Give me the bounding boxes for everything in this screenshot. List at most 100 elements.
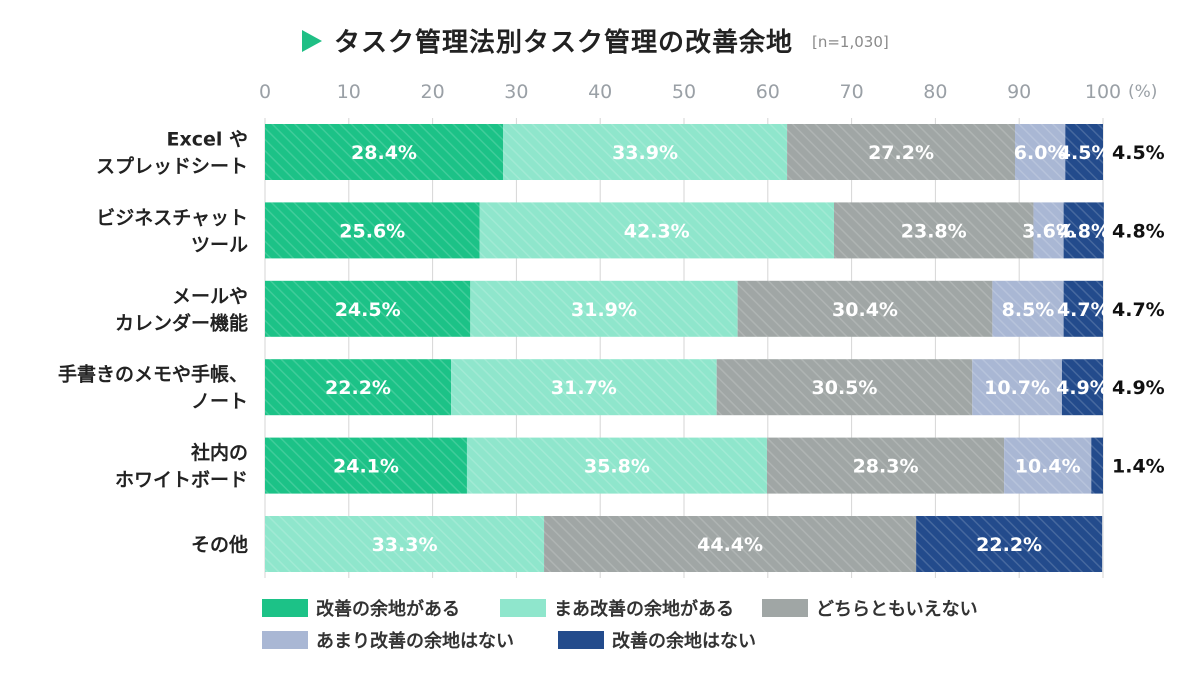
data-label: 28.3%: [853, 456, 919, 478]
bar-segment-hatch: [972, 359, 1062, 416]
x-tick-label: 0: [259, 81, 271, 103]
bar-segment-hatch: [787, 124, 1016, 180]
data-label: 8.5%: [1002, 299, 1055, 321]
category-label: 手書きのメモや手帳、: [58, 363, 248, 386]
data-label: 22.2%: [976, 534, 1042, 556]
x-unit-label: (%): [1128, 82, 1157, 102]
legend-item: あまり改善の余地はない: [262, 628, 514, 652]
bar-segment-hatch: [992, 280, 1064, 337]
x-tick-label: 60: [756, 81, 780, 103]
x-tick-label: 40: [588, 81, 612, 103]
bar-segment-hatch: [1004, 437, 1092, 494]
legend-swatch: [262, 599, 308, 617]
outside-data-label: 4.8%: [1112, 220, 1165, 242]
legend-swatch: [262, 631, 308, 649]
x-tick-label: 100: [1085, 81, 1121, 103]
bar-segment-hatch: [916, 516, 1103, 572]
bar-segment-hatch: [1033, 202, 1064, 259]
legend-swatch: [762, 599, 808, 617]
bar-segment-hatch: [502, 124, 788, 180]
category-label: ノート: [191, 391, 248, 413]
data-label: 4.7%: [1057, 299, 1110, 321]
bar-segment-hatch: [479, 202, 835, 259]
data-label: 22.2%: [325, 377, 391, 399]
bar-segment-hatch: [265, 437, 467, 494]
x-tick-label: 70: [840, 81, 864, 103]
legend-item: まあ改善の余地がある: [500, 596, 734, 620]
outside-data-label: 4.7%: [1112, 299, 1165, 321]
category-label: ツール: [191, 234, 248, 256]
grid-layer: [264, 118, 1104, 578]
chart-title: タスク管理法別タスク管理の改善余地: [334, 28, 794, 58]
x-tick-label: 80: [923, 81, 947, 103]
category-label: Excel や: [166, 129, 248, 151]
bar-segment-hatch: [265, 202, 480, 259]
x-tick-label: 10: [337, 81, 361, 103]
data-label: 24.5%: [335, 299, 401, 321]
x-axis-ticks: 0 10 20 30 40 50 60 70 80 90 100 (%): [259, 81, 1157, 103]
data-label: 31.9%: [571, 299, 637, 321]
bar-segment-hatch: [834, 202, 1034, 259]
data-label: 4.8%: [1057, 220, 1110, 242]
bar-segment-hatch: [544, 516, 917, 572]
bar-segment-hatch: [470, 280, 738, 337]
x-tick-label: 50: [672, 81, 696, 103]
legend-swatch: [500, 599, 546, 617]
bar-segment-hatch: [1091, 437, 1103, 494]
bar-segment-hatch: [265, 280, 471, 337]
data-label: 33.3%: [372, 534, 438, 556]
bar-layer: [265, 124, 1104, 572]
data-label: 30.4%: [832, 299, 898, 321]
bar-segment-hatch: [1065, 124, 1103, 180]
bar-segment-hatch: [265, 124, 503, 180]
bar-segment-hatch: [1063, 202, 1104, 259]
category-label: メールや: [172, 285, 248, 307]
legend-item: 改善の余地がある: [262, 596, 460, 620]
data-label: 4.9%: [1056, 377, 1109, 399]
data-label: 25.6%: [339, 220, 405, 242]
x-tick-label: 30: [504, 81, 528, 103]
data-label: 30.5%: [812, 377, 878, 399]
data-label: 33.9%: [612, 142, 678, 164]
bar-segment-hatch: [1063, 280, 1103, 337]
bar-segment-hatch: [466, 437, 767, 494]
data-label: 10.7%: [984, 377, 1050, 399]
data-label: 35.8%: [584, 456, 650, 478]
legend-label: まあ改善の余地がある: [554, 599, 734, 620]
chart-subtitle: [n=1,030]: [812, 33, 889, 51]
legend-item: 改善の余地はない: [558, 628, 756, 652]
data-label: 10.4%: [1015, 456, 1081, 478]
legend-label: 改善の余地はない: [612, 631, 756, 652]
outside-data-label: 4.5%: [1112, 142, 1165, 164]
category-label: ビジネスチャット: [96, 207, 248, 229]
title-marker-icon: [302, 30, 322, 52]
legend-label: あまり改善の余地はない: [316, 631, 514, 652]
data-label: 31.7%: [551, 377, 617, 399]
data-label: 3.6%: [1022, 220, 1075, 242]
outside-data-label: 4.9%: [1112, 377, 1165, 399]
legend-item: どちらともいえない: [762, 596, 978, 620]
x-tick-label: 20: [421, 81, 445, 103]
bar-segment-hatch: [766, 437, 1005, 494]
legend-label: どちらともいえない: [816, 599, 978, 620]
bar-segment-hatch: [716, 359, 973, 416]
data-label: 27.2%: [868, 142, 934, 164]
legend-label: 改善の余地がある: [316, 599, 460, 620]
x-tick-label: 90: [1007, 81, 1031, 103]
data-label: 28.4%: [351, 142, 417, 164]
data-label: 6.0%: [1014, 142, 1067, 164]
data-label: 23.8%: [901, 220, 967, 242]
data-label: 4.5%: [1058, 142, 1111, 164]
bar-segment-hatch: [1015, 124, 1066, 180]
category-label: 社内の: [190, 441, 248, 464]
bar-segment-hatch: [265, 516, 545, 572]
category-label: カレンダー機能: [115, 311, 248, 334]
bar-segment-hatch: [737, 280, 993, 337]
category-label: その他: [191, 533, 248, 556]
legend-swatch: [558, 631, 604, 649]
category-label: スプレッドシート: [96, 155, 248, 178]
bar-segment-hatch: [265, 359, 452, 416]
data-label: 42.3%: [624, 220, 690, 242]
